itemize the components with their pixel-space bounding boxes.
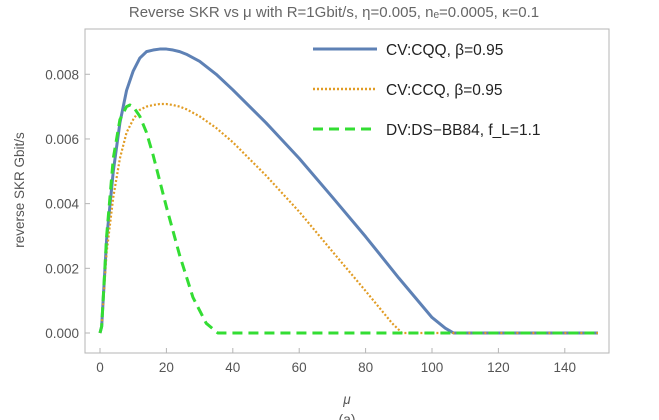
x-tick-label: 140 <box>554 360 577 375</box>
chart-title: Reverse SKR vs μ with R=1Gbit/s, η=0.005… <box>129 4 539 21</box>
series-line-cv-cqq <box>98 47 598 335</box>
x-tick-label: 20 <box>159 360 174 375</box>
y-axis-label: reverse SKR Gbit/s <box>12 132 27 248</box>
x-tick-label: 80 <box>358 360 373 375</box>
x-tick-label: 40 <box>225 360 240 375</box>
y-tick-label: 0.000 <box>45 326 79 341</box>
x-tick-label: 60 <box>292 360 307 375</box>
y-tick-label: 0.004 <box>45 197 79 212</box>
x-tick-label: 120 <box>487 360 510 375</box>
plot-frame <box>84 28 610 354</box>
series-line-dv-bb84 <box>98 103 598 335</box>
y-tick-label: 0.008 <box>45 67 79 82</box>
y-tick-label: 0.006 <box>45 132 79 147</box>
x-tick-label: 0 <box>96 360 104 375</box>
series-group <box>98 47 598 335</box>
x-axis-ticks: 0 20 40 60 80 100 120 140 <box>96 348 576 375</box>
legend: CV:CQQ, β=0.95 CV:CCQ, β=0.95 DV:DS−BB84… <box>313 42 541 139</box>
series-line-cv-ccq <box>98 102 598 335</box>
x-axis-label: μ <box>342 392 351 407</box>
y-tick-label: 0.002 <box>45 261 79 276</box>
legend-label-bb84: DV:DS−BB84, f_L=1.1 <box>386 122 541 139</box>
figure-caption: (a) <box>338 411 355 420</box>
x-tick-label: 100 <box>421 360 444 375</box>
legend-label-ccq: CV:CCQ, β=0.95 <box>386 82 502 99</box>
legend-label-cqq: CV:CQQ, β=0.95 <box>386 42 503 59</box>
y-axis-ticks: 0.000 0.002 0.004 0.006 0.008 <box>45 67 90 341</box>
